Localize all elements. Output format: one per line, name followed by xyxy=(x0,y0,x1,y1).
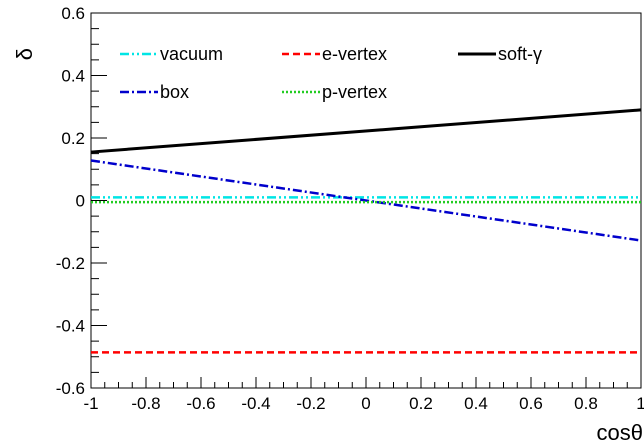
x-tick-label: 0.8 xyxy=(574,394,598,413)
y-tick-label: 0 xyxy=(76,192,85,211)
legend-label-box: box xyxy=(160,82,189,102)
x-tick-label: -0.4 xyxy=(241,394,270,413)
y-tick-label: 0.2 xyxy=(61,129,85,148)
series-layer xyxy=(90,108,642,354)
y-tick-label: -0.4 xyxy=(56,317,85,336)
series-line-soft-γ xyxy=(90,108,642,154)
x-tick-label: 0.2 xyxy=(409,394,433,413)
y-tick-label: 0.4 xyxy=(61,67,85,86)
x-axis-title: cosθ xyxy=(597,420,643,445)
x-tick-label: -0.8 xyxy=(131,394,160,413)
x-tick-label: 0 xyxy=(361,394,370,413)
series-line-box xyxy=(90,159,642,242)
y-tick-label: 0.6 xyxy=(61,4,85,23)
legend-label-vacuum: vacuum xyxy=(160,44,223,64)
x-tick-label: -1 xyxy=(83,394,98,413)
y-tick-label: -0.2 xyxy=(56,254,85,273)
y-tick-label: -0.6 xyxy=(56,379,85,398)
x-tick-label: 1 xyxy=(636,394,644,413)
legend: vacuum e-vertex soft-γ box p-vertex xyxy=(120,44,542,102)
axes-layer: -1 -0.8 -0.6 -0.4 -0.2 0 0.2 0.4 0.6 0.8 1 -0.6 -0.4… xyxy=(56,4,644,413)
x-tick-label: 0.6 xyxy=(519,394,543,413)
legend-label-e-vertex: e-vertex xyxy=(322,44,387,64)
x-tick-label: -0.6 xyxy=(186,394,215,413)
x-tick-label: 0.4 xyxy=(464,394,488,413)
x-tick-label: -0.2 xyxy=(296,394,325,413)
y-axis-title: δ xyxy=(12,48,37,60)
legend-label-soft-γ: soft-γ xyxy=(498,44,542,64)
legend-label-p-vertex: p-vertex xyxy=(322,82,387,102)
